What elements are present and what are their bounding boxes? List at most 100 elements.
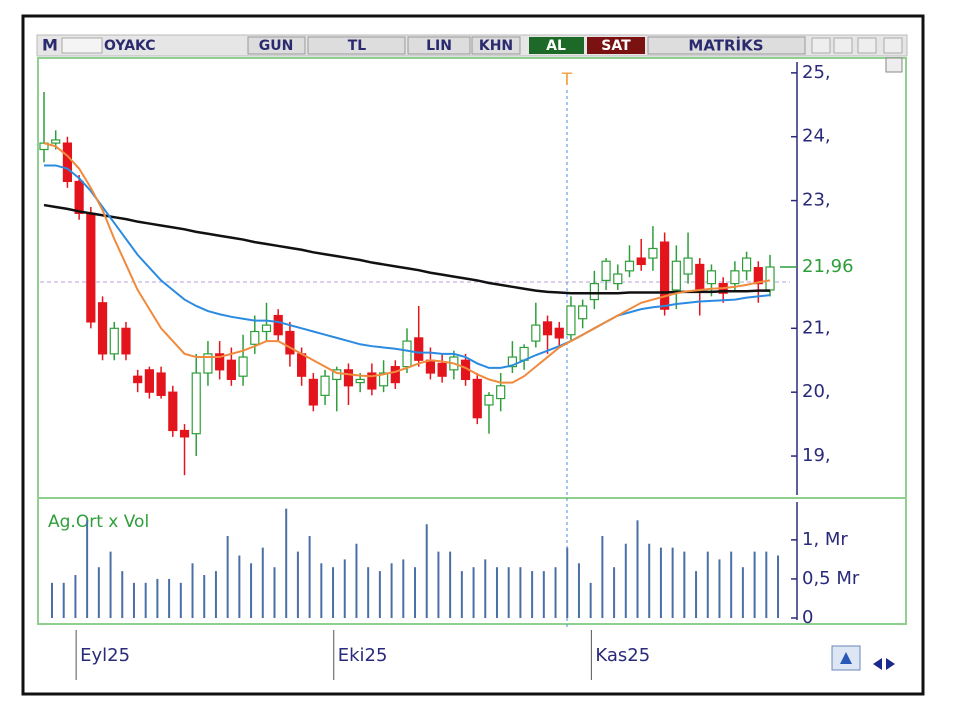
candle-body — [109, 327, 119, 355]
candle-body — [706, 270, 717, 285]
y-tick-label: 21, — [802, 317, 831, 338]
candle-body — [695, 263, 705, 291]
moving-average — [43, 142, 771, 384]
candle-body — [168, 391, 178, 432]
last-price-label: 21,96 — [802, 256, 854, 277]
candle-body — [683, 257, 693, 275]
candle-body — [624, 260, 635, 272]
candle-body — [203, 353, 213, 374]
refresh-icon — [840, 652, 852, 664]
candle-body — [542, 321, 553, 336]
candle-body — [507, 356, 517, 368]
candle-body — [62, 142, 73, 183]
candle-body — [238, 356, 248, 377]
buy[interactable]: AL — [546, 38, 566, 54]
candle-body — [390, 366, 400, 384]
candle-body — [648, 247, 658, 259]
window-button[interactable] — [811, 37, 831, 54]
candle-body — [156, 372, 166, 396]
scale[interactable]: LIN — [426, 38, 452, 54]
logo: M — [42, 36, 58, 55]
scale-button[interactable] — [407, 36, 471, 55]
marker-label: T — [561, 70, 573, 90]
candle-body — [97, 302, 108, 355]
candle-body — [250, 330, 260, 345]
window-button[interactable] — [833, 37, 853, 54]
candle-body — [226, 359, 236, 381]
candle-body — [437, 362, 447, 377]
candle-body — [121, 327, 131, 355]
y-tick-label: 0 — [802, 607, 813, 628]
x-tick-label: Eki25 — [338, 645, 388, 666]
candle-body — [613, 273, 623, 285]
buy-button[interactable] — [529, 37, 584, 54]
y-tick-label: 24, — [802, 126, 831, 147]
window-button[interactable] — [857, 37, 877, 54]
khn[interactable]: KHN — [479, 38, 513, 54]
candle-body — [215, 353, 225, 371]
candle-body — [144, 369, 154, 393]
candle-body — [566, 305, 576, 336]
candle-body — [273, 314, 283, 336]
candle-body — [367, 372, 377, 390]
candle-body — [531, 324, 541, 342]
y-tick-label: 20, — [802, 381, 831, 402]
candle-body — [86, 212, 96, 323]
panel-button[interactable] — [885, 57, 903, 73]
currency[interactable]: TL — [348, 38, 367, 54]
volume-title: Ag.Ort x Vol — [48, 512, 149, 532]
moving-average — [44, 164, 771, 369]
candle-body — [378, 372, 389, 387]
candle-body — [765, 266, 775, 291]
period-button[interactable] — [247, 36, 306, 55]
period[interactable]: GUN — [259, 38, 294, 54]
candle-body — [332, 369, 342, 381]
date-strip — [38, 628, 906, 684]
currency-button[interactable] — [307, 36, 406, 55]
candle-body — [425, 359, 436, 374]
candle-body — [554, 327, 564, 339]
candle-body — [297, 353, 307, 377]
candle-body — [753, 267, 763, 285]
candle-body — [671, 260, 681, 291]
brand: MATRİKS — [688, 36, 763, 55]
symbol[interactable]: OYAKC — [104, 38, 156, 54]
candle-body — [472, 378, 482, 419]
y-tick-label: 1, Mr — [802, 529, 848, 550]
volume-panel — [37, 497, 907, 625]
price-panel — [37, 57, 907, 499]
candle-body — [730, 270, 740, 285]
refresh-button[interactable] — [831, 645, 861, 671]
candle-body — [343, 369, 354, 387]
candle-body — [51, 139, 61, 144]
candle-body — [741, 257, 752, 272]
window-button[interactable] — [883, 37, 903, 54]
candle-body — [308, 378, 318, 406]
sell-button[interactable] — [587, 37, 645, 54]
scroll-arrows[interactable] — [873, 658, 895, 670]
moving-average — [43, 203, 771, 295]
sell[interactable]: SAT — [601, 38, 631, 54]
candle-body — [285, 330, 295, 355]
y-tick-label: 19, — [802, 445, 831, 466]
khn-button[interactable] — [471, 36, 521, 55]
candle-body — [355, 378, 365, 384]
candle-body — [191, 372, 201, 435]
candle-body — [660, 241, 670, 310]
y-tick-label: 0,5 Mr — [802, 568, 860, 589]
candle-body — [636, 257, 646, 266]
x-tick-label: Kas25 — [595, 645, 650, 666]
y-tick-label: 23, — [802, 190, 831, 211]
brand-box — [647, 36, 806, 55]
candle-body — [484, 394, 494, 406]
candle-body — [578, 305, 588, 320]
symbol-icon[interactable] — [61, 37, 103, 54]
candle-body — [179, 429, 190, 438]
candle-body — [133, 375, 143, 384]
x-tick-label: Eyl25 — [80, 645, 130, 666]
candle-body — [414, 337, 424, 361]
candle-body — [496, 385, 506, 400]
candle-body — [74, 180, 84, 214]
candle-body — [320, 375, 330, 396]
